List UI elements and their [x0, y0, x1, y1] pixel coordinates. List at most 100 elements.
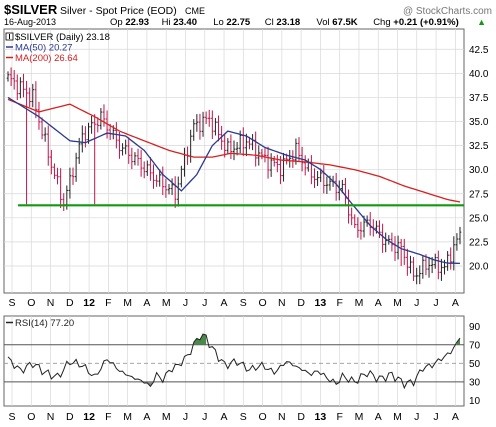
ohlc-bar: [158, 169, 161, 187]
rsi-tick-label: 10: [469, 396, 481, 407]
month-label: J: [433, 411, 438, 423]
ohlc-bar: [37, 101, 41, 130]
ohlc-bar: [396, 235, 400, 260]
ohlc-bar: [356, 217, 360, 238]
ohlc-bar: [418, 265, 422, 285]
price-tick-label: 22.5: [469, 237, 489, 248]
ohlc-bar: [167, 183, 171, 195]
rsi-tick-label: 90: [469, 322, 481, 333]
ma200-line: [7, 98, 461, 203]
ohlc-bar: [136, 148, 140, 166]
ohlc-bar: [201, 111, 205, 137]
month-label: D: [297, 297, 305, 309]
rsi-y-axis: 10 30 50 70 90: [469, 322, 481, 407]
month-label: A: [143, 411, 150, 423]
ohlc-bar: [133, 152, 137, 166]
month-label: F: [105, 297, 111, 309]
symbol-description: Silver - Spot Price (EOD): [60, 5, 177, 17]
legend-item-0: $SILVER (Daily) 23.18: [5, 32, 110, 43]
ohlc-bar: [127, 137, 131, 164]
rsi-tick-label: 50: [469, 359, 481, 370]
rsi-grid: [4, 316, 464, 406]
ohlc-bar: [325, 176, 329, 194]
ohlc-bar: [152, 164, 155, 189]
rsi-tick-label: 30: [469, 377, 481, 388]
ohlc-bar: [180, 165, 183, 188]
month-label: O: [27, 297, 35, 309]
month-label: O: [27, 411, 35, 423]
ohlc-bar: [406, 248, 409, 276]
ohlc-bar: [220, 125, 223, 150]
ohlc-bar: [424, 254, 428, 276]
ohlc-bar: [437, 250, 440, 280]
ohlc-bar: [440, 258, 443, 281]
legend-item-1: MA(50) 20.27: [6, 43, 73, 54]
ohlc-bar: [381, 223, 384, 253]
ohlc-bar: [139, 149, 143, 177]
ohlc-bar: [226, 138, 230, 155]
month-label: S: [8, 411, 15, 423]
ohlc-bar: [53, 163, 56, 180]
ohlc-item-vol: Vol 67.5K: [316, 17, 357, 28]
ohlc-bar: [43, 127, 47, 142]
ohlc-bar: [291, 150, 295, 168]
price-overlays: [7, 96, 464, 265]
ohlc-bar: [350, 207, 353, 226]
ohlc-bar: [46, 125, 50, 166]
ohlc-item-hi: Hi 23.40: [162, 17, 197, 28]
price-tick-label: 37.5: [469, 93, 489, 104]
ohlc-bar: [176, 176, 180, 207]
exchange-label: CME: [185, 6, 205, 16]
ohlc-bar: [198, 113, 202, 140]
month-label: M: [162, 411, 171, 423]
ohlc-bar: [214, 117, 217, 136]
legend-label: $SILVER (Daily) 23.18: [15, 32, 110, 43]
ohlc-bar: [235, 142, 239, 156]
legend-label: MA(50) 20.27: [15, 43, 73, 54]
month-label: N: [47, 411, 55, 423]
ohlc-bar: [118, 132, 121, 159]
month-label: A: [143, 297, 150, 309]
ohlc-bar: [384, 232, 387, 253]
month-label: J: [202, 297, 207, 309]
ohlc-bar: [204, 111, 208, 125]
ohlc-bar: [56, 167, 59, 185]
month-label: A: [221, 297, 228, 309]
rsi-legend-label: RSI(14) 77.20: [15, 318, 74, 329]
month-label: M: [123, 411, 132, 423]
ohlc-bar: [288, 150, 292, 168]
ohlc-bar: [272, 155, 276, 167]
month-label: M: [355, 297, 364, 309]
ohlc-bar: [34, 81, 38, 119]
ohlc-item-op: Op 22.93: [110, 17, 149, 28]
ohlc-bar: [87, 122, 90, 144]
ohlc-bar: [433, 253, 437, 269]
ohlc-bar: [390, 232, 394, 252]
ohlc-bar: [282, 152, 285, 182]
ohlc-bar: [9, 67, 13, 87]
month-label: S: [240, 297, 247, 309]
price-tick-label: 35.0: [469, 117, 489, 128]
month-label: J: [202, 411, 207, 423]
ohlc-bar: [121, 143, 124, 156]
month-label: D: [66, 297, 74, 309]
month-label: N: [278, 411, 286, 423]
ohlc-bar: [217, 115, 220, 142]
rsi-panel: 10 30 50 70 90 RSI(14) 77.20: [3, 315, 481, 407]
ohlc-bar: [276, 154, 279, 173]
ohlc-bar: [81, 125, 84, 153]
price-tick-label: 40.0: [469, 69, 489, 80]
month-label: M: [393, 411, 402, 423]
ohlc-bar: [195, 114, 199, 132]
month-label: 12: [83, 297, 95, 309]
month-label: A: [452, 411, 459, 423]
ohlc-bar: [232, 140, 236, 161]
price-y-axis: 20.0 22.5 25.0 27.5 30.0 32.5 35.0 37.5 40.0 42.5: [469, 45, 489, 273]
month-label: 12: [83, 411, 95, 423]
date-label: 16-Aug-2013: [4, 17, 56, 27]
ohlc-bar: [399, 238, 403, 266]
ohlc-bar: [40, 117, 44, 140]
ohlc-bar: [412, 257, 415, 282]
